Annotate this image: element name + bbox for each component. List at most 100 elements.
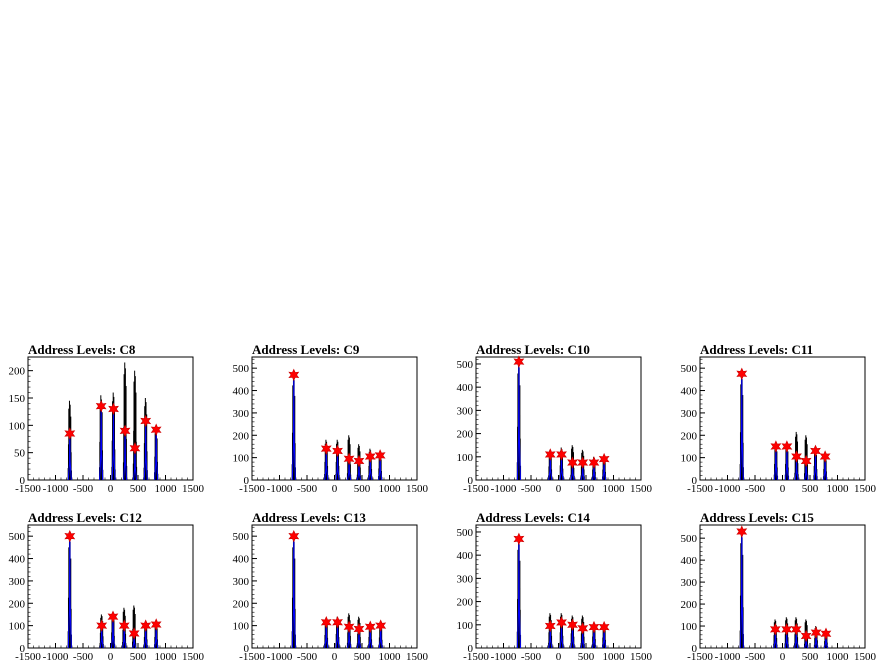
panel-C10: Address Levels: C10 0 100 200 300 400 500 -1500… xyxy=(457,342,653,495)
peak-marker xyxy=(598,620,610,634)
peak-marker xyxy=(544,448,556,461)
x-tick-label: -1500 xyxy=(239,651,265,663)
peak-marker xyxy=(140,619,152,632)
y-tick-label: 0 xyxy=(244,643,250,655)
peak-marker xyxy=(140,414,152,428)
panel-C8: Address Levels: C8 0 50 100 150 200 -1500 -1000… xyxy=(9,342,205,495)
y-tick-label: 200 xyxy=(233,598,250,610)
peak-marker xyxy=(736,525,748,538)
x-tick-label: -500 xyxy=(745,483,766,495)
peak-marker xyxy=(769,623,781,636)
peak-marker xyxy=(770,440,782,453)
x-tick-label: 1000 xyxy=(379,651,402,663)
x-tick-label: -1500 xyxy=(687,483,713,495)
x-tick-label: 500 xyxy=(578,483,595,495)
panel-title: Address Levels: C11 xyxy=(700,342,813,357)
x-tick-label: -500 xyxy=(521,483,542,495)
y-tick-label: 400 xyxy=(681,386,698,398)
x-tick-label: -1500 xyxy=(15,651,41,663)
y-tick-label: 200 xyxy=(9,598,26,610)
x-tick-label: 1500 xyxy=(406,651,429,663)
peak-marker xyxy=(96,619,108,632)
x-tick-label: -500 xyxy=(73,651,94,663)
y-tick-label: 100 xyxy=(9,621,26,633)
panel-title: Address Levels: C8 xyxy=(28,342,136,357)
x-tick-label: 500 xyxy=(802,483,819,495)
peak-marker xyxy=(736,367,748,381)
plot-frame xyxy=(27,524,194,649)
peak-marker xyxy=(781,440,793,453)
x-tick-label: -1000 xyxy=(267,651,293,663)
x-tick-label: 1500 xyxy=(630,483,653,495)
y-tick-label: 200 xyxy=(457,429,474,441)
peak-marker xyxy=(598,452,610,466)
x-tick-label: 1500 xyxy=(854,483,877,495)
plot-frame xyxy=(251,524,418,649)
peak-marker xyxy=(364,620,376,634)
y-tick-label: 400 xyxy=(233,554,250,566)
y-tick-label: 200 xyxy=(457,597,474,609)
peak-marker xyxy=(800,629,812,643)
y-tick-label: 0 xyxy=(692,643,698,655)
panel-title: Address Levels: C10 xyxy=(476,342,590,357)
y-tick-label: 400 xyxy=(233,386,250,398)
x-tick-label: 500 xyxy=(354,483,371,495)
panel-C9: Address Levels: C90100200300400500-1500-… xyxy=(233,342,429,495)
y-tick-label: 300 xyxy=(9,576,26,588)
y-tick-label: 100 xyxy=(233,621,250,633)
panel-C12: Address Levels: C12 0 100 200 300 400 500 -1500… xyxy=(9,510,205,663)
x-tick-label: 1000 xyxy=(155,483,178,495)
y-tick-label: 0 xyxy=(468,475,474,487)
x-tick-label: 500 xyxy=(130,651,147,663)
plot-frame xyxy=(475,356,642,481)
y-tick-label: 200 xyxy=(681,430,698,442)
panel-title: Address Levels: C12 xyxy=(28,510,142,525)
x-tick-label: 1000 xyxy=(603,483,626,495)
y-tick-label: 100 xyxy=(681,621,698,633)
x-tick-label: -1000 xyxy=(267,483,293,495)
plot-frame xyxy=(475,524,642,649)
x-tick-label: 1000 xyxy=(379,483,402,495)
peak-marker xyxy=(107,610,119,623)
peak-marker xyxy=(343,452,355,466)
y-tick-label: 200 xyxy=(681,599,698,611)
peak-marker xyxy=(128,627,140,640)
y-tick-label: 300 xyxy=(457,405,474,417)
x-tick-label: -1500 xyxy=(239,483,265,495)
x-tick-label: -1000 xyxy=(715,651,741,663)
x-tick-label: 0 xyxy=(108,651,114,663)
x-tick-label: 0 xyxy=(332,483,338,495)
peak-marker xyxy=(588,620,600,634)
y-tick-label: 0 xyxy=(20,643,26,655)
x-tick-label: 0 xyxy=(332,651,338,663)
peak-marker xyxy=(129,442,141,455)
y-tick-label: 0 xyxy=(468,643,474,655)
y-tick-label: 300 xyxy=(233,408,250,420)
x-tick-label: 1000 xyxy=(155,651,178,663)
y-tick-label: 100 xyxy=(233,453,250,465)
x-tick-label: 0 xyxy=(780,651,786,663)
x-tick-label: -500 xyxy=(73,483,94,495)
y-tick-label: 150 xyxy=(9,393,26,405)
x-tick-label: 1000 xyxy=(827,651,850,663)
y-tick-label: 500 xyxy=(9,531,26,543)
y-tick-label: 300 xyxy=(457,573,474,585)
peak-marker xyxy=(364,450,376,463)
x-tick-label: 0 xyxy=(556,651,562,663)
y-tick-label: 0 xyxy=(692,475,698,487)
peak-marker xyxy=(95,399,107,413)
y-tick-label: 500 xyxy=(457,359,474,371)
x-tick-label: 1000 xyxy=(603,651,626,663)
y-tick-label: 300 xyxy=(681,408,698,420)
panel-title: Address Levels: C9 xyxy=(252,342,360,357)
x-tick-label: 0 xyxy=(556,483,562,495)
peak-marker xyxy=(577,456,589,469)
peak-marker xyxy=(374,449,386,462)
y-tick-label: 0 xyxy=(244,475,250,487)
y-tick-label: 500 xyxy=(681,533,698,545)
peak-marker xyxy=(150,618,162,631)
peak-marker xyxy=(119,424,131,438)
panel-title: Address Levels: C13 xyxy=(252,510,366,525)
peak-marker xyxy=(64,427,76,440)
